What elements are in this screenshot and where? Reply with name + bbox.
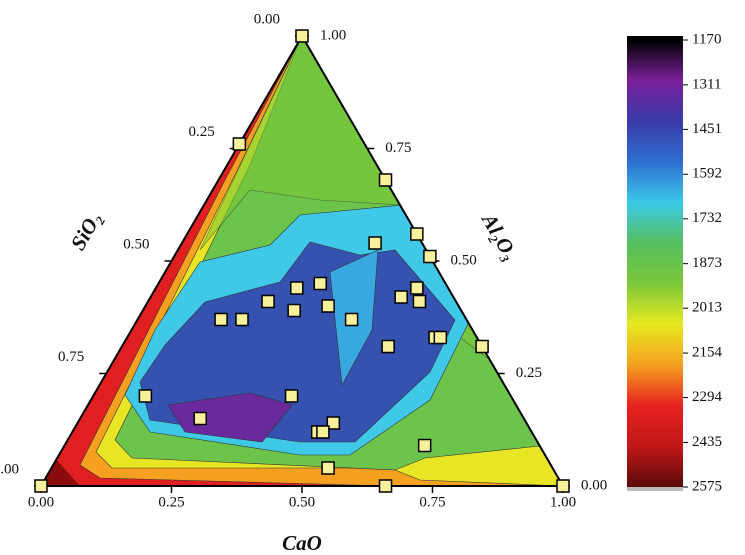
axis-tick-label: 1.00 (0, 461, 19, 477)
axis-title-left: SiO₂ (66, 208, 107, 255)
sample-point (321, 299, 335, 313)
sample-point (556, 479, 570, 493)
sample-point (394, 290, 408, 304)
sample-point (381, 339, 395, 354)
sample-point (295, 29, 309, 43)
colorbar-tick-label: 2013 (692, 300, 722, 316)
axis-tick-label: 0.25 (158, 494, 184, 510)
axis-tick-label: 1.00 (320, 27, 346, 43)
sample-point (326, 416, 341, 430)
axis-tick-label: 0.50 (451, 252, 477, 268)
axis-tick-label: 0.50 (123, 236, 149, 252)
colorbar-tick-label: 2154 (692, 344, 723, 360)
sample-point (410, 227, 424, 241)
axis-tick-label: 0.75 (58, 349, 84, 365)
axis-tick-label: 0.50 (289, 494, 315, 510)
axis-tick-label: 0.75 (419, 494, 445, 510)
sample-point (433, 330, 448, 345)
colorbar-tick-label: 1873 (692, 255, 722, 271)
sample-point (193, 411, 207, 426)
axis-tick-label: 0.00 (28, 494, 54, 510)
sample-point (287, 303, 301, 318)
sample-point (232, 137, 247, 151)
sample-point (475, 339, 489, 354)
sample-point (284, 389, 299, 403)
colorbar-tick-label: 1311 (692, 76, 721, 92)
sample-point (423, 249, 437, 264)
axis-tick-label: 0.00 (581, 477, 607, 493)
contour-field (41, 36, 563, 486)
sample-point (368, 236, 382, 250)
colorbar-tick-label: 2575 (692, 478, 722, 494)
sample-point (235, 312, 249, 327)
colorbar-tick-label: 1170 (692, 31, 721, 47)
sample-point (316, 425, 330, 439)
colorbar (627, 40, 683, 487)
axis-tick-label: 1.00 (550, 494, 576, 510)
sample-point (378, 479, 393, 493)
sample-point (261, 294, 275, 309)
colorbar-tick-label: 1732 (692, 210, 722, 226)
colorbar-tick-label: 1451 (692, 121, 722, 137)
colorbar-tick-label: 1592 (692, 166, 722, 182)
sample-point (214, 312, 228, 327)
sample-point (410, 281, 424, 295)
sample-point (313, 276, 328, 291)
axis-title-right: Al₂O₃ (476, 208, 523, 265)
sample-point (412, 294, 427, 309)
colorbar-tick-label: 2294 (692, 389, 723, 405)
sample-point (321, 461, 335, 475)
colorbar-over (627, 36, 683, 40)
sample-point (34, 479, 48, 493)
axis-tick-label: 0.25 (516, 365, 542, 381)
axis-tick-label: 0.25 (189, 124, 215, 140)
colorbar-tick-label: 2435 (692, 434, 722, 450)
sample-point (378, 173, 393, 187)
axis-title-bottom: CaO (282, 531, 322, 555)
sample-point (344, 312, 359, 327)
axis-tick-label: 0.75 (385, 140, 411, 156)
sample-point (290, 281, 304, 295)
sample-point (138, 389, 153, 403)
sample-point (417, 438, 432, 453)
colorbar-under (627, 487, 683, 491)
axis-tick-label: 0.00 (254, 11, 280, 27)
